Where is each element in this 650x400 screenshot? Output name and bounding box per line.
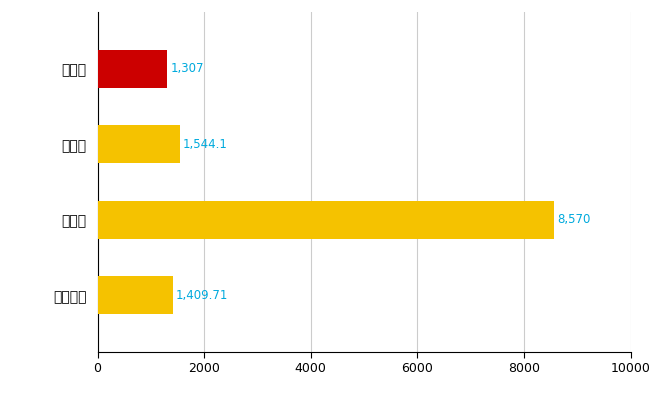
Bar: [98, 201, 554, 239]
Text: 1,409.71: 1,409.71: [176, 289, 228, 302]
Text: 1,307: 1,307: [170, 62, 204, 75]
Bar: [98, 50, 167, 88]
Text: 8,570: 8,570: [558, 213, 591, 226]
Bar: [98, 276, 173, 314]
Text: 1,544.1: 1,544.1: [183, 138, 228, 151]
Bar: [98, 125, 180, 163]
